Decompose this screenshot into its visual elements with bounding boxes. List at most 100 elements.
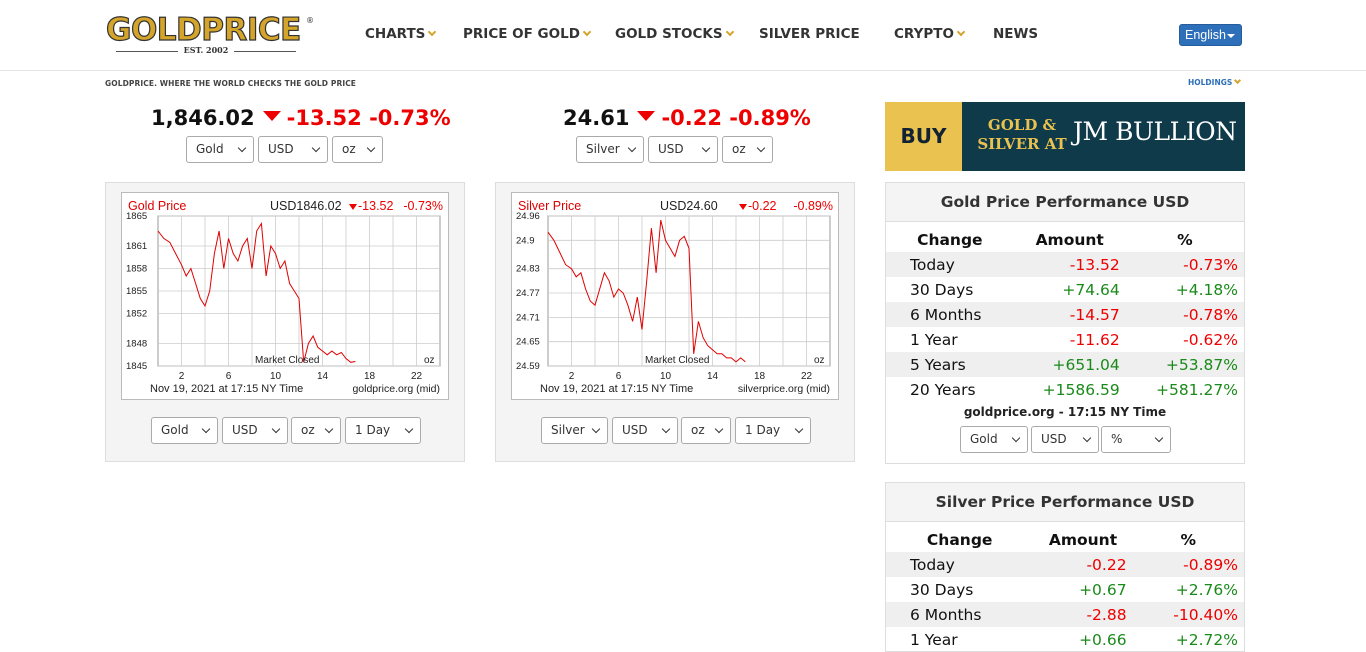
column-header-pct: % (1180, 531, 1197, 549)
chart-title: Gold Price (128, 199, 186, 213)
down-arrow-icon (739, 204, 747, 210)
y-tick-label: 24.71 (516, 312, 540, 323)
site-tagline: GOLDPRICE. WHERE THE WORLD CHECKS THE GO… (105, 79, 357, 88)
chevron-down-icon (404, 424, 414, 434)
silver-currency-select[interactable]: USD (648, 136, 718, 163)
silver-chart-currency-select[interactable]: USD (612, 417, 678, 444)
silver-chart-range-select[interactable]: 1 Day (735, 417, 811, 444)
nav-item-news[interactable]: NEWS (993, 26, 1038, 42)
cell-pct: -0.89% (1132, 552, 1244, 577)
column-header-amount: Amount (1048, 531, 1118, 549)
cell-period: 30 Days (910, 580, 974, 599)
silver-price-change: -0.22 (661, 106, 722, 130)
chevron-down-icon (956, 27, 966, 37)
gold-price-change-pct: -0.73% (369, 106, 451, 130)
top-navigation-bar: GOLDPRICE ® EST. 2002 CHARTS PRICE OF GO… (0, 0, 1366, 71)
nav-item-charts[interactable]: CHARTS (365, 26, 437, 42)
cell-pct: -0.78% (1125, 302, 1244, 327)
gold-chart-unit-select[interactable]: oz (291, 417, 341, 444)
chart-current-price: USD24.60 (660, 199, 718, 213)
y-tick-label: 24.77 (516, 288, 540, 299)
chevron-down-icon (701, 143, 711, 153)
perf-currency-select[interactable]: USD (1031, 426, 1099, 453)
gold-price-chart[interactable]: 1845 1848 1852 1855 1858 1861 1865 2 6 10 14 18 22 Go… (121, 192, 449, 400)
jm-bullion-banner[interactable]: BUY GOLD & SILVER AT JM BULLION (885, 102, 1245, 171)
chart-current-price: USD1846.02 (270, 199, 342, 213)
chart-footer-date: Nov 19, 2021 at 17:15 NY Time (540, 383, 693, 395)
cell-pct: +581.27% (1156, 380, 1238, 399)
select-value: 1 Day (745, 423, 781, 437)
nav-item-silver-price[interactable]: SILVER PRICE (759, 26, 860, 42)
cell-period: Today (886, 552, 1034, 577)
silver-price-headline: 24.61 -0.22 -0.89% (563, 106, 811, 134)
nav-label: CRYPTO (894, 26, 954, 42)
x-tick-label: 2 (179, 371, 185, 382)
perf-metal-select[interactable]: Gold (960, 426, 1028, 453)
silver-chart-unit-select[interactable]: oz (681, 417, 731, 444)
chevron-down-icon (627, 143, 637, 153)
nav-item-price-of-gold[interactable]: PRICE OF GOLD (463, 26, 592, 42)
goldprice-logo[interactable]: GOLDPRICE ® EST. 2002 (105, 13, 316, 56)
gold-currency-select[interactable]: USD (258, 136, 328, 163)
gold-unit-select[interactable]: oz (332, 136, 383, 163)
silver-price-chart[interactable]: 24.59 24.65 24.71 24.77 24.83 24.9 24.96 2 6 10 14… (511, 192, 839, 400)
silver-price-change-pct: -0.89% (729, 106, 811, 130)
silver-chart-metal-select[interactable]: Silver (541, 417, 608, 444)
nav-label: PRICE OF GOLD (463, 26, 580, 42)
select-value: USD (1041, 432, 1067, 446)
gold-metal-select[interactable]: Gold (186, 136, 254, 163)
y-tick-label: 24.65 (516, 337, 540, 348)
cell-amount: +651.04 (1013, 352, 1126, 377)
gold-chart-currency-select[interactable]: USD (222, 417, 288, 444)
silver-unit-select[interactable]: oz (722, 136, 773, 163)
perf-display-select[interactable]: % (1101, 426, 1171, 453)
select-value: USD (658, 142, 684, 156)
table-row: 30 Days +0.67 +2.76% (886, 577, 1244, 602)
chevron-down-icon (324, 424, 334, 434)
market-closed-label: Market Closed (645, 355, 709, 366)
gold-chart-panel: 1845 1848 1852 1855 1858 1861 1865 2 6 10 14 18 22 Go… (105, 182, 465, 462)
x-tick-label: 14 (707, 371, 719, 382)
chevron-down-icon (1011, 433, 1021, 443)
cell-period: 1 Year (910, 330, 958, 349)
y-tick-label: 1848 (126, 339, 147, 350)
nav-item-gold-stocks[interactable]: GOLD STOCKS (615, 26, 734, 42)
cell-period: 6 Months (886, 302, 1014, 327)
gold-chart-metal-select[interactable]: Gold (151, 417, 218, 444)
x-tick-label: 6 (616, 371, 622, 382)
nav-item-crypto[interactable]: CRYPTO (894, 26, 966, 42)
chart-footer-date: Nov 19, 2021 at 17:15 NY Time (150, 383, 303, 395)
chevron-down-icon (1082, 433, 1092, 443)
gold-chart-range-select[interactable]: 1 Day (345, 417, 421, 444)
banner-buy: BUY (885, 102, 962, 171)
y-tick-label: 1858 (126, 264, 147, 275)
silver-performance-table: Change Amount % Today -0.22 -0.89% 30 Days +… (886, 522, 1244, 652)
chevron-down-icon (237, 143, 247, 153)
logo-established: EST. 2002 (108, 45, 304, 55)
cell-pct: -0.73% (1125, 252, 1244, 277)
table-row: Today -13.52 -0.73% (886, 252, 1244, 277)
chart-change: -0.22 (748, 199, 777, 213)
price-series-line (547, 219, 746, 363)
chevron-down-icon (661, 424, 671, 434)
holdings-link[interactable]: HOLDINGS (1188, 76, 1242, 87)
select-value: USD (232, 423, 258, 437)
gold-performance-title: Gold Price Performance USD (886, 183, 1244, 222)
caret-down-icon (1227, 34, 1235, 38)
language-dropdown[interactable]: English (1179, 24, 1242, 46)
nav-label: SILVER PRICE (759, 26, 860, 42)
cell-amount: -11.62 (1069, 330, 1120, 349)
silver-performance-panel: Silver Price Performance USD Change Amou… (885, 482, 1245, 652)
cell-pct: +53.87% (1125, 352, 1244, 377)
table-row: Today -0.22 -0.89% (886, 552, 1244, 577)
registered-mark: ® (306, 16, 314, 25)
gold-price-value: 1,846.02 (151, 106, 255, 130)
chevron-down-icon (311, 143, 321, 153)
silver-metal-select[interactable]: Silver (576, 136, 644, 163)
select-value: oz (691, 423, 705, 437)
cell-pct: +2.72% (1175, 630, 1238, 649)
gold-performance-panel: Gold Price Performance USD Change Amount… (885, 182, 1245, 464)
chart-change: -13.52 (358, 199, 393, 213)
cell-period: Today (886, 252, 1014, 277)
gold-performance-controls: Gold USD % (886, 422, 1244, 463)
